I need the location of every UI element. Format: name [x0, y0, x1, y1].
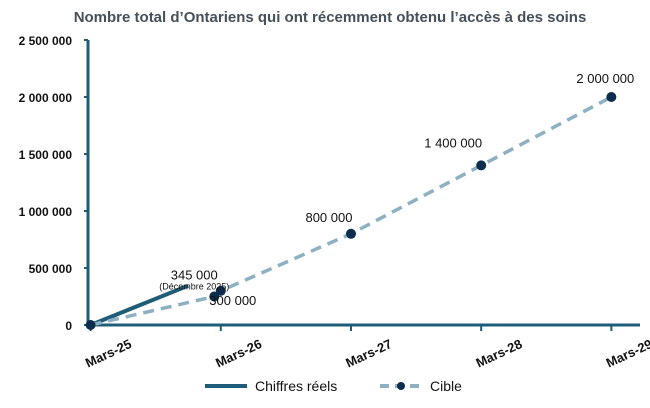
point-marker	[209, 291, 220, 302]
legend-marker	[397, 382, 405, 390]
x-tick-label: Mars-26	[213, 336, 264, 370]
series-line	[90, 95, 613, 327]
x-tick-label: Mars-27	[343, 336, 394, 370]
data-label: 300 000	[209, 293, 256, 308]
point-marker	[476, 160, 487, 171]
y-tick-label: 500 000	[29, 262, 73, 276]
y-tick-label: 1 000 000	[19, 205, 73, 219]
data-label: 800 000	[305, 210, 352, 225]
chart-title: Nombre total d’Ontariens qui ont récemme…	[74, 9, 587, 26]
y-tick-label: 2 000 000	[19, 91, 73, 105]
legend-label: Chiffres réels	[255, 378, 337, 394]
point-marker	[606, 92, 617, 102]
x-tick-label: Mars-28	[474, 336, 525, 370]
data-label: 345 000	[171, 268, 218, 283]
series-line	[89, 283, 189, 327]
x-tick-label: Mars-25	[83, 336, 134, 370]
annotation: (Décembre 2025)	[159, 282, 229, 292]
y-tick-label: 1 500 000	[19, 148, 73, 162]
legend-label: Cible	[430, 378, 462, 394]
point-marker	[345, 228, 356, 239]
point-marker	[215, 285, 226, 296]
point-marker	[85, 320, 96, 330]
x-tick-label: Mars-29	[604, 336, 650, 370]
data-label: 2 000 000	[576, 71, 634, 86]
data-label: 1 400 000	[424, 135, 482, 150]
y-tick-label: 0	[65, 319, 72, 333]
y-tick-label: 2 500 000	[19, 34, 73, 48]
